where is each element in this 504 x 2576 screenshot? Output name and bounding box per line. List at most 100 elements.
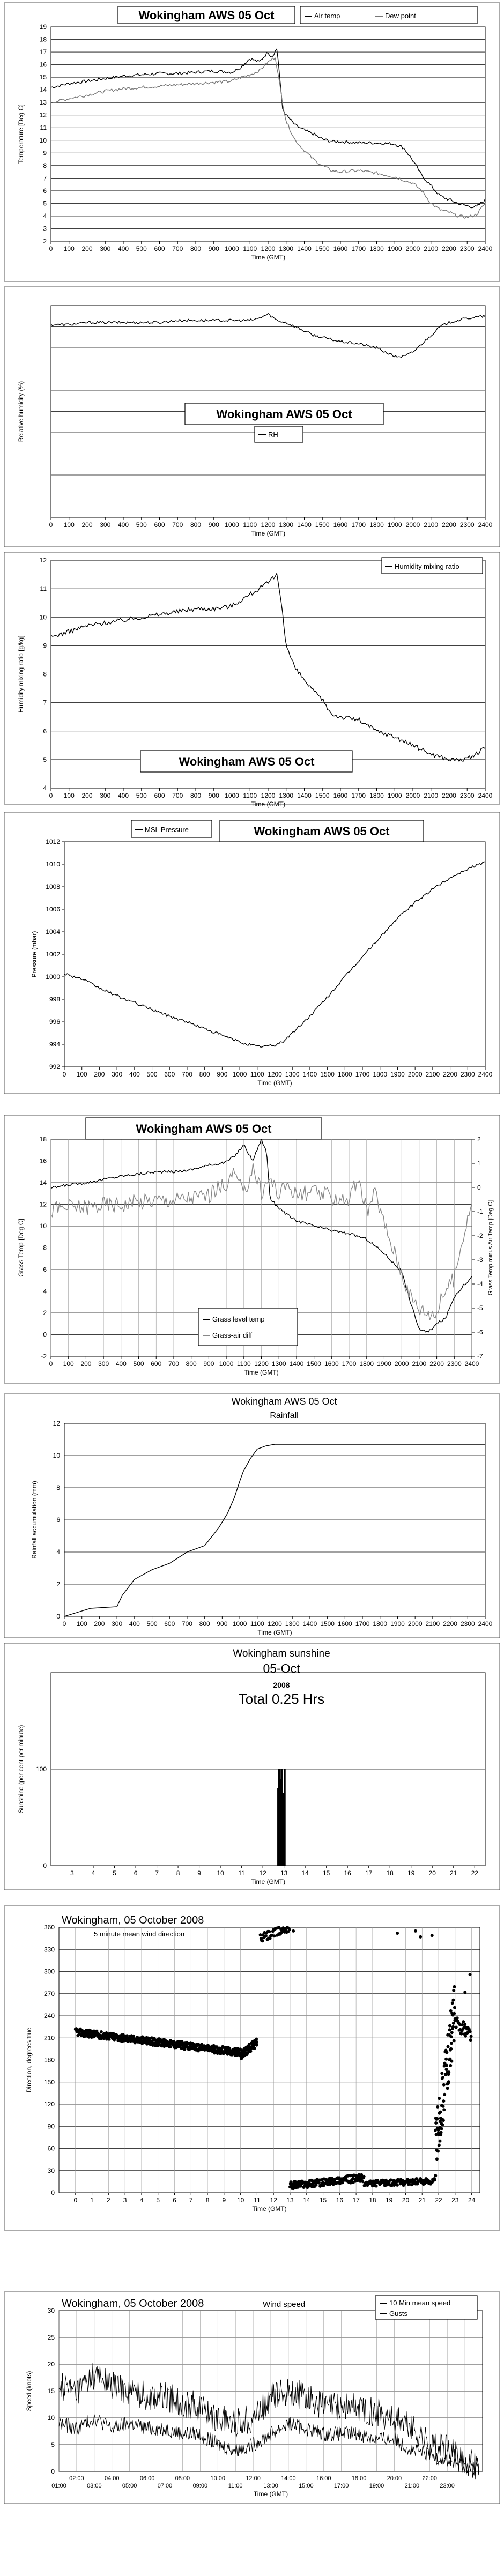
x-tick-label: 10 [217,1869,224,1877]
wind-direction-point [172,2040,176,2044]
y-tick-label: 270 [44,1990,55,1998]
y-tick-label: 8 [56,1484,60,1491]
y-tick-label: 13 [40,99,47,106]
x-tick-label: 0 [49,521,53,529]
x-tick-label: 20 [402,2196,410,2204]
x-tick-label-bottom: 15:00 [299,2483,314,2489]
x-tick-label: 100 [64,792,75,799]
wind-direction-point [326,2183,329,2186]
wind-direction-point [396,1932,399,1935]
x-tick-label: 11 [238,1869,245,1877]
chart-4: 9929949969981000100210041006100810101012… [4,812,500,1094]
x-tick-label: 1300 [279,245,293,253]
y-tick-label: 10 [40,137,47,144]
x-tick-label: 10 [237,2196,244,2204]
wind-direction-point [435,2117,439,2120]
x-tick-label: 22 [471,1869,479,1877]
x-tick-label: 900 [203,1360,214,1368]
x-tick-label: 900 [209,792,219,799]
x-tick-label: 1500 [307,1360,321,1368]
chart-3: 4 5 6 7 8 9 10 11 12 0 100 200 300 400 500 600 700 800 900… [4,552,500,808]
x-tick-label: 1600 [333,245,348,253]
y-tick-label: 2 [43,237,47,245]
x-tick-label: 700 [182,1620,192,1628]
chart-title: Wokingham AWS 05 Oct [179,755,315,768]
x-tick-label-top: 22:00 [422,2475,437,2482]
wind-direction-point [419,1935,423,1939]
y-tick-label: 1004 [46,928,60,936]
x-tick-label: 6 [173,2196,176,2204]
x-tick-label: 2300 [461,1620,475,1628]
y-tick-label: 1008 [46,883,60,890]
sunshine-bar [279,1779,281,1866]
x-tick-label: 1700 [351,521,366,529]
sunshine-bar [280,1769,283,1866]
x-tick-label: 5 [156,2196,160,2204]
sunshine-bar [281,1769,283,1866]
chart-title: 5 minute mean wind direction [94,1930,184,1938]
wind-direction-point [451,2021,455,2025]
wind-direction-point [461,2023,464,2026]
x-tick-label: 1300 [279,792,293,799]
wind-direction-point [441,2123,444,2127]
x-axis-label: Time (GMT) [252,2205,286,2213]
wind-direction-point [455,2016,459,2020]
y-tick-label: 3 [43,225,47,232]
chart-6: 0 2 4 6 8 10 12 0 100 200 300 400 500 600 700 800 900 100… [4,1393,500,1638]
sunshine-bar [279,1769,281,1866]
x-tick-label: 21 [419,2196,426,2204]
x-tick-label: 1400 [297,521,312,529]
wind-direction-point [272,1934,276,1938]
y-tick-label: 14 [40,1179,47,1186]
y-tick-label: 6 [43,1266,47,1273]
y-tick-label: 8 [43,162,47,169]
wind-direction-point [450,2031,454,2035]
x-axis-label: Time (GMT) [257,1629,292,1636]
wind-direction-point [453,2011,456,2015]
x-tick-label: 3 [123,2196,127,2204]
y-tick-label: 11 [40,585,47,592]
title-box [219,820,424,842]
x-tick-label: 2400 [478,245,493,253]
x-tick-label: 9 [197,1869,201,1877]
x-tick-label: 1800 [369,792,384,799]
y-tick-label: 120 [44,2100,55,2108]
y-axis-label: Grass Temp [Deg C] [17,1219,25,1276]
x-tick-label: 2300 [460,792,475,799]
wind-direction-point [441,2119,445,2122]
wind-direction-point [255,2040,258,2044]
y-tick-label: 12 [53,1420,61,1427]
y-tick-label: 4 [43,1288,47,1295]
x-tick-label: 16 [344,1869,351,1877]
x-tick-label: 900 [209,245,219,253]
title-box [85,1117,322,1140]
wind-direction-point [450,2042,453,2045]
x-tick-label: 7 [155,1869,159,1877]
sunshine-bar [282,1793,284,1866]
wind-direction-point [434,2174,438,2178]
wind-direction-point [255,2043,258,2047]
title-box [184,403,384,425]
x-tick-label: 14 [303,2196,310,2204]
wind-direction-point [458,2023,462,2026]
chart-title: Wokingham AWS 05 Oct [136,1122,272,1135]
x-tick-label: 700 [168,1360,179,1368]
wind-direction-point [389,2178,393,2182]
x-tick-label-top: 12:00 [246,2475,261,2482]
x-axis-label: Time (GMT) [251,800,285,808]
y-tick-label: 1000 [46,973,60,981]
x-tick-label: 2200 [443,1071,457,1078]
chart-title: Wokingham, 05 October 2008 [62,2298,204,2310]
wind-direction-point [292,1929,295,1933]
x-tick-label: 2000 [408,1620,423,1628]
x-tick-label: 600 [154,245,165,253]
title-box [117,6,295,24]
y-tick-label: 25 [48,2334,55,2341]
x-tick-label: 2400 [465,1360,479,1368]
x-tick-label: 1500 [315,521,330,529]
x-tick-label: 12 [259,1869,266,1877]
chart-frame [4,1643,500,1890]
wind-direction-point [444,2068,448,2072]
x-tick-label: 1600 [333,792,348,799]
